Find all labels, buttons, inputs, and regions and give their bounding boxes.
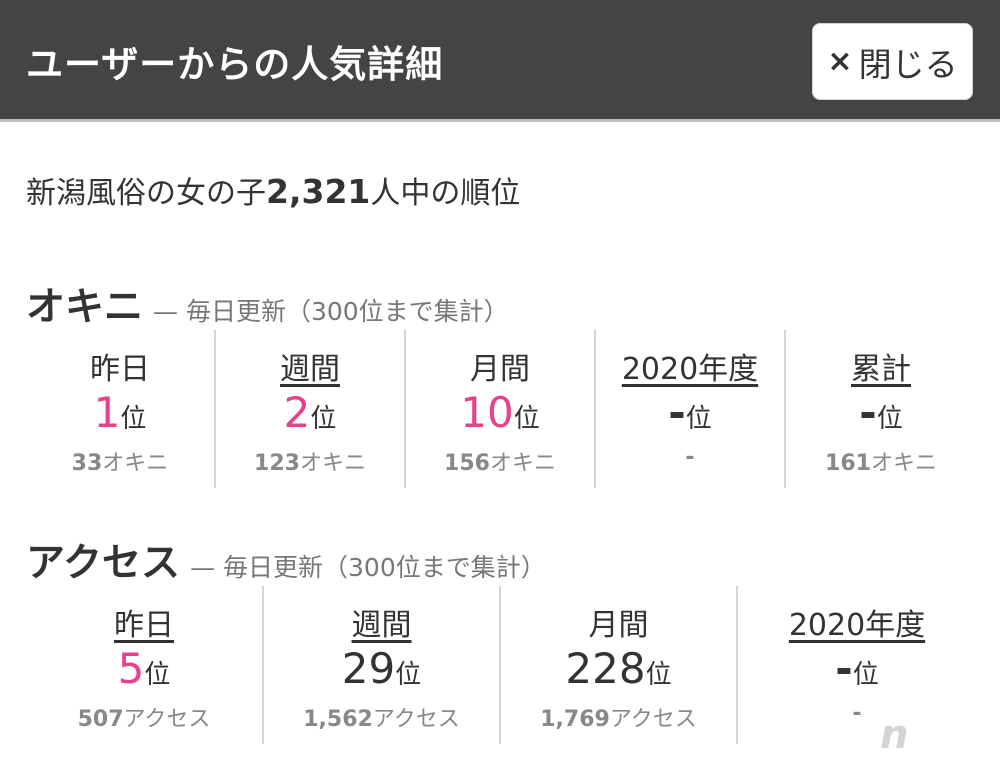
okini-rank-yesterday: 1位 [93,388,147,437]
okini-link-weekly[interactable]: 週間 [280,352,340,387]
okini-rank-monthly: 10位 [460,388,540,437]
okini-title: オキニ [26,285,144,330]
page-title: ユーザーからの人気詳細 [26,43,444,86]
access-label-monthly: 月間 [588,608,649,643]
okini-count-total: 161オキニ [825,451,937,476]
header-bar: ユーザーからの人気詳細 × 閉じる [0,0,1000,122]
access-count-2020: - [852,701,862,726]
close-label: 閉じる [858,44,958,84]
okini-rank-2020: -位 [668,388,712,437]
access-cell-weekly: 週間 29位 1,562アクセス [264,586,501,744]
summary-prefix: 新潟風俗の女の子 [26,176,266,211]
watermark-logo: n [880,712,909,758]
okini-count-weekly: 123オキニ [254,451,366,476]
okini-cell-2020: 2020年度 -位 - [596,330,786,488]
summary-count: 2,321 [266,172,371,211]
access-title: アクセス [26,541,181,586]
access-rank-2020: -位 [835,644,879,693]
okini-rank-total: -位 [859,388,903,437]
okini-link-total[interactable]: 累計 [851,352,911,387]
okini-note: — 毎日更新（300位まで集計） [153,297,509,326]
access-ranking-row: 昨日 5位 507アクセス 週間 29位 1,562アクセス 月間 228位 1… [26,586,976,744]
okini-cell-total: 累計 -位 161オキニ [786,330,976,488]
access-cell-yesterday: 昨日 5位 507アクセス [26,586,264,744]
close-button[interactable]: × 閉じる [812,23,973,100]
okini-heading: オキニ — 毎日更新（300位まで集計） [26,276,509,332]
access-link-yesterday[interactable]: 昨日 [114,608,174,643]
access-link-weekly[interactable]: 週間 [351,608,412,643]
okini-rank-weekly: 2位 [283,388,337,437]
access-note: — 毎日更新（300位まで集計） [190,553,546,582]
access-cell-monthly: 月間 228位 1,769アクセス [501,586,738,744]
ranking-summary: 新潟風俗の女の子2,321人中の順位 [26,168,520,212]
access-link-2020[interactable]: 2020年度 [788,608,926,643]
access-rank-yesterday: 5位 [117,644,171,693]
access-cell-2020: 2020年度 -位 - [738,586,976,744]
okini-label-monthly: 月間 [470,352,530,387]
access-rank-monthly: 228位 [565,644,672,693]
access-rank-weekly: 29位 [341,644,422,693]
okini-link-2020[interactable]: 2020年度 [621,352,759,387]
okini-label-yesterday: 昨日 [90,352,150,387]
close-icon: × [827,43,853,79]
okini-count-yesterday: 33オキニ [71,451,169,476]
okini-ranking-row: 昨日 1位 33オキニ 週間 2位 123オキニ 月間 10位 156オキニ 2… [26,330,976,488]
access-count-weekly: 1,562アクセス [303,707,460,732]
access-count-monthly: 1,769アクセス [540,707,697,732]
access-count-yesterday: 507アクセス [77,707,211,732]
summary-suffix: 人中の順位 [370,176,521,211]
okini-cell-monthly: 月間 10位 156オキニ [406,330,596,488]
access-heading: アクセス — 毎日更新（300位まで集計） [26,532,546,588]
okini-cell-yesterday: 昨日 1位 33オキニ [26,330,216,488]
okini-cell-weekly: 週間 2位 123オキニ [216,330,406,488]
okini-count-2020: - [685,445,695,470]
okini-count-monthly: 156オキニ [444,451,556,476]
